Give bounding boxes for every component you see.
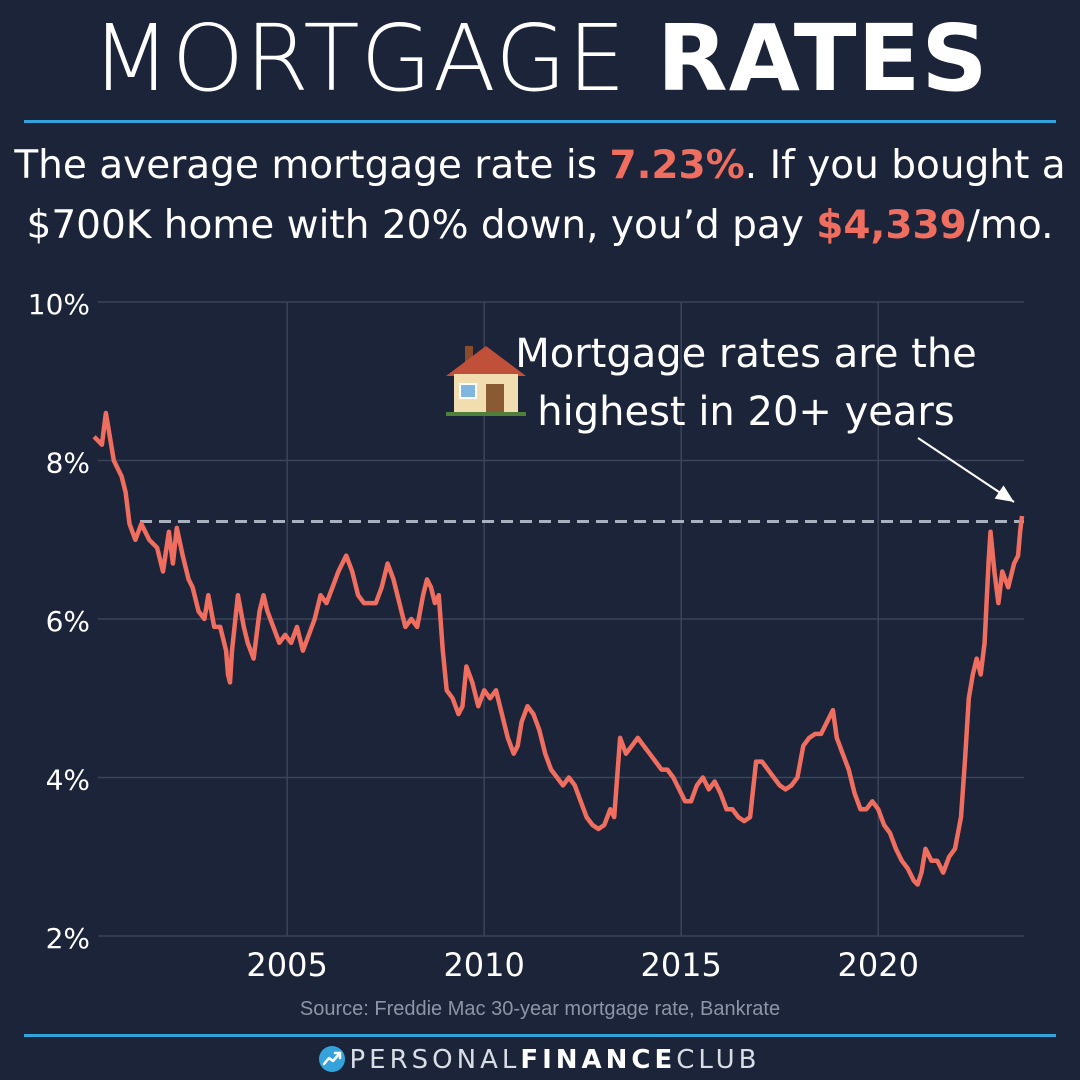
chart-annotation: Mortgage rates are the highest in 20+ yea… [446,331,1015,503]
x-tick-label: 2015 [640,946,721,984]
brand-finance: FINANCE [520,1045,677,1075]
headline-line-2: $700K home with 20% down, you’d pay $4,3… [0,198,1080,254]
mortgage-rate-chart: 2% 4% 6% 8% 10% 2005 2010 2015 2020 Mortgage ra… [28,288,1025,984]
headline-text: The average mortgage rate is [14,143,610,188]
headline-payment: $4,339 [816,203,967,248]
top-divider [24,120,1056,123]
annotation-arrowhead [994,485,1015,503]
annotation-line-2: highest in 20+ years [537,389,954,435]
y-tick-label: 8% [46,447,90,480]
y-tick-label: 4% [46,764,90,797]
y-tick-label: 10% [28,288,90,321]
headline-line-1: The average mortgage rate is 7.23%. If y… [0,138,1080,194]
y-tick-label: 2% [46,922,90,955]
brand-personal: PERSONAL [349,1045,521,1075]
headline-text: /mo. [966,203,1054,248]
page-title: MORTGAGE RATES [0,4,1080,114]
rate-series-line [92,410,1025,887]
annotation-line-1: Mortgage rates are the [515,331,977,377]
annotation-arrow [917,437,1015,503]
title-bold: RATES [656,5,989,112]
brand-club: CLUB [676,1045,761,1075]
x-axis-ticks: 2005 2010 2015 2020 [246,946,919,984]
x-tick-label: 2005 [246,946,327,984]
y-axis-ticks: 2% 4% 6% 8% 10% [28,288,90,955]
y-tick-label: 6% [46,605,90,638]
headline-text: . If you bought a [744,143,1066,188]
trend-logo-icon [319,1046,346,1072]
x-tick-label: 2010 [443,946,524,984]
headline-text: $700K home with 20% down, you’d pay [26,203,817,248]
bottom-divider [24,1034,1056,1037]
title-light: MORTGAGE [91,5,627,112]
brand-footer: PERSONALFINANCECLUB [0,1042,1080,1078]
x-tick-label: 2020 [837,946,918,984]
house-icon [446,346,526,416]
headline-rate: 7.23% [609,143,745,188]
source-note: Source: Freddie Mac 30-year mortgage rat… [299,998,781,1020]
